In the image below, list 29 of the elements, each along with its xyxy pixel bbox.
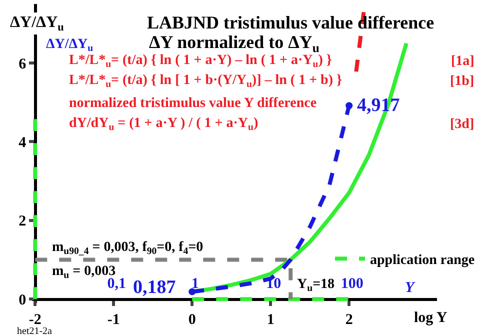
annotation: ΔY/ΔY$_{u}$ [10,14,64,34]
text: [3d] [450,117,474,132]
x2-axis-title: Y [405,280,416,296]
annotation: m$_{u90_4}$ = 0,003, f$_{90}$=0, f$_{4}$=0 [52,240,204,257]
legend-label: application range [370,253,475,268]
y-tick-label: 0 [18,292,26,308]
annotation: normalized tristimulus value Y difference [69,96,317,111]
x-tick-label: 1 [266,312,274,328]
y-tick-label: 6 [18,56,27,72]
x-tick-label: -2 [28,312,42,328]
text: [1b] [450,74,474,89]
y-tick-label: 2 [18,214,26,230]
x-axis-title: log Y [414,310,448,326]
x2-tick-label: 100 [340,276,364,292]
x-tick-label: 2 [345,312,353,328]
x-tick-label: -1 [107,312,120,328]
y-axis-title: ΔY/ΔY$_{u}$ [46,37,94,54]
annotation: 0,187 [133,277,176,298]
text: het21-2a [17,326,53,336]
annotation: L*/L*$_{u}$= (t/a) { ln [ 1 + b·(Y/Y$_{u}$)] – ln ( 1 + b) } [69,73,342,90]
x2-tick-label: 1 [191,276,199,292]
annotation: L*/L*$_{u}$= (t/a) { ln ( 1 + a·Y) – ln ( 1 + a·Y$_{u}$) } [69,53,332,70]
text: [1a] [451,54,474,69]
text: LABJND tristimulus value difference [147,12,434,32]
annotation: dY/dY$_{u}$ = (1 + a·Y ) / ( 1 + a·Y$_{u}$) [69,116,258,133]
x-tick-label: 0 [188,312,196,328]
annotation: Y$_{u}$=18 [297,277,335,294]
y-tick-label: 4 [18,134,27,151]
text: ΔY normalized to ΔY$_{u}$ [149,32,320,55]
